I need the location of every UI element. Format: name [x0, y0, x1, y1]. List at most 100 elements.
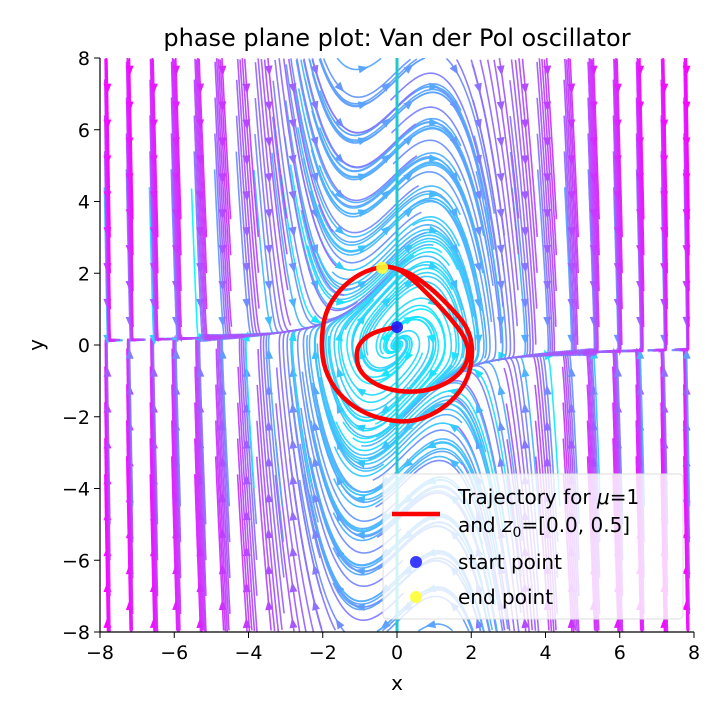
streamline — [149, 58, 160, 341]
legend-start-marker — [410, 556, 422, 568]
x-tick-label: −4 — [234, 642, 262, 664]
streamline — [175, 58, 182, 220]
streamline — [564, 58, 579, 345]
streamline-arrow — [476, 403, 484, 414]
streamline-arrow — [636, 348, 645, 359]
streamline-arrow — [125, 348, 134, 359]
streamline-arrow — [289, 438, 298, 449]
streamline — [543, 59, 558, 256]
streamline-arrow — [403, 422, 414, 433]
streamline-arrow — [613, 119, 622, 130]
streamline — [493, 59, 520, 255]
streamline-arrow — [336, 475, 345, 486]
streamline — [215, 58, 233, 327]
streamline-arrow — [264, 316, 273, 327]
streamline-arrow — [543, 384, 552, 395]
streamline-arrow — [264, 137, 273, 148]
streamline — [241, 58, 260, 273]
streamline — [152, 337, 173, 525]
streamline — [336, 58, 382, 71]
y-tick-label: −4 — [62, 479, 90, 501]
streamline-arrow — [289, 582, 298, 593]
streamline-arrow — [289, 617, 298, 629]
chart-title: phase plane plot: Van der Pol oscillator — [163, 24, 630, 52]
streamline — [257, 58, 292, 326]
streamline — [274, 475, 295, 632]
streamline — [215, 348, 230, 631]
streamline-arrow — [196, 83, 205, 94]
streamline — [591, 59, 600, 256]
streamline — [194, 366, 206, 632]
legend-end-label: end point — [458, 585, 553, 609]
streamline — [518, 58, 538, 273]
y-tick-label: 4 — [78, 192, 90, 214]
streamline-arrow — [196, 366, 205, 377]
streamline-arrow — [380, 225, 391, 236]
streamline-arrow — [289, 474, 298, 485]
streamline-arrow — [613, 83, 622, 94]
streamline-arrow — [265, 348, 274, 359]
streamline-arrow — [380, 117, 391, 128]
streamline-arrow — [496, 137, 505, 148]
streamline-arrow — [125, 65, 134, 76]
streamline — [171, 348, 181, 631]
x-tick-label: −8 — [86, 642, 114, 664]
streamline-arrow — [380, 153, 391, 164]
streamline-arrow — [521, 438, 530, 449]
x-tick-label: 2 — [465, 642, 477, 664]
streamline-arrow — [425, 620, 436, 629]
streamline-arrow — [660, 119, 669, 130]
streamline-arrow — [429, 154, 440, 163]
y-tick-label: −8 — [62, 622, 90, 644]
streamline — [567, 58, 579, 274]
streamline-arrow — [379, 368, 391, 377]
streamline-arrow — [474, 226, 482, 237]
streamline-arrow — [614, 366, 622, 377]
y-tick-label: −2 — [62, 407, 90, 429]
streamline-arrow — [289, 510, 298, 521]
streamline — [150, 59, 159, 310]
streamline — [194, 58, 211, 342]
streamline-arrow — [520, 226, 529, 238]
streamline-arrow — [218, 348, 227, 359]
streamline-arrow — [520, 83, 529, 94]
streamline — [128, 58, 134, 220]
streamline-arrow — [636, 384, 645, 395]
streamline-arrow — [310, 64, 319, 76]
streamline-arrow — [312, 420, 320, 432]
x-tick-label: −6 — [160, 642, 188, 664]
streamline-arrow — [172, 65, 180, 76]
streamline-arrow — [265, 456, 274, 467]
streamline-arrow — [449, 279, 458, 291]
streamline-arrow — [310, 314, 322, 324]
streamline — [278, 58, 345, 296]
streamline-arrow — [288, 83, 297, 94]
streamline-arrow — [288, 226, 297, 238]
streamline-arrow — [614, 402, 622, 413]
streamline-arrow — [682, 65, 691, 76]
y-tick-label: −6 — [62, 550, 90, 572]
streamline — [565, 59, 579, 310]
streamline-arrow — [567, 366, 576, 377]
streamline — [173, 59, 182, 256]
streamline — [275, 367, 315, 632]
streamline — [171, 384, 180, 632]
streamline-arrow — [381, 331, 389, 343]
streamline — [128, 338, 145, 507]
streamline — [239, 59, 260, 309]
streamline — [303, 58, 417, 168]
streamline — [545, 58, 558, 220]
streamline-arrow — [428, 225, 440, 234]
legend-box — [382, 473, 684, 620]
streamline-arrow — [289, 366, 298, 378]
streamline-arrow — [103, 366, 112, 377]
legend-trajectory-label-line1: Trajectory for μ=1 — [457, 485, 639, 509]
streamline-arrow — [149, 119, 158, 130]
streamline — [260, 58, 289, 291]
streamline-arrow — [520, 119, 529, 130]
streamline — [236, 474, 248, 632]
streamline — [455, 59, 505, 272]
streamline-arrow — [521, 617, 530, 629]
streamline-arrow — [310, 100, 319, 112]
x-tick-label: 6 — [614, 642, 626, 664]
